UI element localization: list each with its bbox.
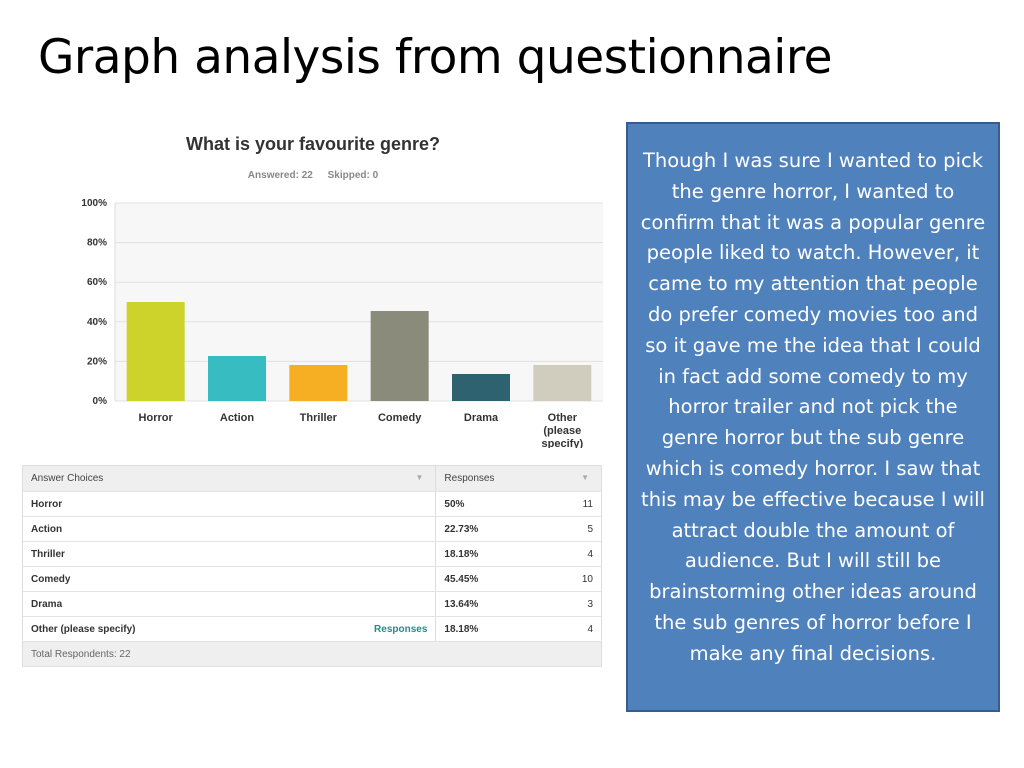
x-tick-label: Comedy (378, 412, 422, 424)
spacer-cell (307, 491, 436, 517)
spacer-cell (307, 591, 436, 617)
response-percent: 18.18% (435, 541, 545, 567)
response-count: 4 (544, 541, 602, 567)
bar (289, 365, 348, 401)
skipped-count: Skipped: 0 (327, 170, 379, 181)
table-row: Comedy 45.45% 10 (22, 566, 602, 592)
answer-choice: Comedy (22, 566, 308, 592)
answer-choice: Drama (22, 591, 308, 617)
spacer-cell (307, 516, 436, 542)
response-count: 5 (544, 516, 602, 542)
answer-choice: Horror (22, 491, 308, 517)
table-row: Horror 50% 11 (22, 491, 602, 517)
y-tick-label: 100% (81, 198, 107, 209)
y-tick-label: 60% (87, 277, 107, 288)
responses-link[interactable]: Responses (307, 616, 436, 642)
table-footer-row: Total Respondents: 22 (22, 641, 602, 667)
spacer-cell (307, 566, 436, 592)
response-percent: 18.18% (435, 616, 545, 642)
response-count: 4 (544, 616, 602, 642)
bar (126, 302, 185, 401)
table-header-row: Answer Choices ▼ Responses ▼ (22, 465, 602, 492)
response-percent: 13.64% (435, 591, 545, 617)
responses-table: Answer Choices ▼ Responses ▼ Horror 50% 11… (22, 465, 602, 667)
y-tick-label: 40% (87, 317, 107, 328)
slide-title: Graph analysis from questionnaire (38, 30, 833, 85)
y-tick-label: 20% (87, 356, 107, 367)
x-tick-label: Drama (464, 412, 499, 424)
bar (452, 373, 510, 401)
x-tick-label: Thriller (300, 412, 338, 424)
total-respondents: Total Respondents: 22 (22, 641, 602, 667)
answer-choice: Other (please specify) (22, 616, 308, 642)
response-count: 11 (544, 491, 602, 517)
x-tick-label: Horror (139, 412, 174, 424)
question-title: What is your favourite genre? (185, 134, 441, 154)
responses-header[interactable]: Responses ▼ (435, 465, 602, 492)
x-tick-label: Action (220, 412, 255, 424)
response-percent: 50% (435, 491, 545, 517)
x-tick-label: specify) (542, 438, 584, 448)
bar (370, 311, 429, 401)
answer-choice: Thriller (22, 541, 308, 567)
responses-label: Responses (444, 473, 495, 484)
table-row: Drama 13.64% 3 (22, 591, 602, 617)
question-meta: Answered: 22 Skipped: 0 (22, 170, 604, 181)
answered-count: Answered: 22 (247, 170, 313, 181)
bar (208, 355, 266, 401)
survey-panel: What is your favourite genre? Answered: … (22, 128, 604, 668)
response-count: 10 (544, 566, 602, 592)
plot-area (115, 203, 603, 401)
table-row: Other (please specify) Responses 18.18% 4 (22, 616, 602, 642)
genre-bar-chart: 0% 20% 40% 60% 80% 100% Horror Action Thriller Co… (81, 198, 603, 448)
x-tick-label: (please (543, 425, 581, 437)
bar (533, 365, 592, 401)
sort-down-icon[interactable]: ▼ (415, 473, 424, 482)
answer-choices-header[interactable]: Answer Choices ▼ (22, 465, 436, 492)
y-tick-label: 80% (87, 238, 107, 249)
answer-choices-label: Answer Choices (31, 473, 104, 484)
x-tick-label: Other (548, 412, 578, 424)
response-percent: 22.73% (435, 516, 545, 542)
y-tick-label: 0% (93, 396, 108, 407)
table-row: Thriller 18.18% 4 (22, 541, 602, 567)
response-percent: 45.45% (435, 566, 545, 592)
table-row: Action 22.73% 5 (22, 516, 602, 542)
answer-choice: Action (22, 516, 308, 542)
sort-down-icon[interactable]: ▼ (581, 473, 589, 482)
spacer-cell (307, 541, 436, 567)
response-count: 3 (544, 591, 602, 617)
commentary-box: Though I was sure I wanted to pick the g… (626, 122, 1000, 712)
